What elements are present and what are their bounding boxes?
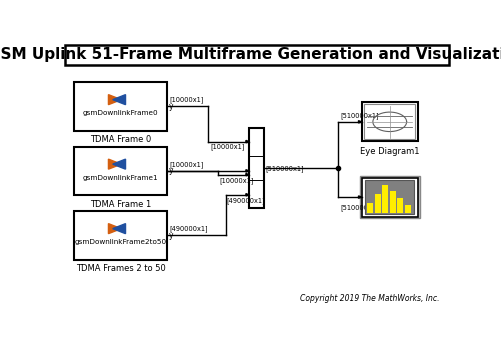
- Polygon shape: [113, 224, 126, 234]
- Polygon shape: [108, 159, 121, 169]
- Text: TDMA Frame 0: TDMA Frame 0: [90, 135, 151, 144]
- Text: [490000x1]: [490000x1]: [169, 225, 208, 232]
- Polygon shape: [113, 95, 126, 105]
- Bar: [249, 128, 264, 208]
- Bar: [74, 211, 167, 260]
- Text: y: y: [169, 102, 173, 111]
- Bar: [397, 198, 403, 213]
- Text: TDMA Frame 1: TDMA Frame 1: [90, 200, 151, 209]
- Text: [10000x1]: [10000x1]: [169, 161, 204, 168]
- Text: GSM Uplink 51-Frame Multiframe Generation and Visualization: GSM Uplink 51-Frame Multiframe Generatio…: [0, 47, 501, 62]
- Text: TDMA Frames 2 to 50: TDMA Frames 2 to 50: [76, 265, 166, 273]
- Text: [10000x1]: [10000x1]: [219, 177, 254, 184]
- Bar: [362, 178, 418, 216]
- Polygon shape: [113, 159, 126, 169]
- Text: Copyright 2019 The MathWorks, Inc.: Copyright 2019 The MathWorks, Inc.: [300, 294, 439, 303]
- Bar: [74, 147, 167, 195]
- Bar: [74, 82, 167, 131]
- Bar: [366, 180, 414, 214]
- Polygon shape: [246, 194, 249, 196]
- Bar: [367, 203, 373, 213]
- Bar: [364, 104, 415, 140]
- Text: [10000x1]: [10000x1]: [169, 96, 204, 103]
- Bar: [360, 176, 420, 218]
- Polygon shape: [108, 224, 121, 234]
- Text: [510000x1]: [510000x1]: [266, 165, 304, 172]
- Bar: [382, 185, 388, 213]
- Polygon shape: [246, 140, 249, 143]
- Text: gsmDownlinkFrame2to50: gsmDownlinkFrame2to50: [75, 239, 167, 245]
- Bar: [362, 102, 418, 141]
- Text: y: y: [169, 231, 173, 240]
- Text: [510000x1]: [510000x1]: [340, 204, 379, 210]
- Polygon shape: [246, 170, 249, 172]
- Text: y: y: [169, 166, 173, 175]
- Bar: [405, 205, 411, 213]
- Polygon shape: [359, 121, 362, 123]
- Bar: [65, 45, 449, 65]
- Text: [490000x1]: [490000x1]: [227, 197, 266, 204]
- Text: [510000x1]: [510000x1]: [340, 112, 379, 119]
- Bar: [375, 194, 381, 213]
- Text: gsmDownlinkFrame0: gsmDownlinkFrame0: [83, 110, 159, 116]
- Polygon shape: [246, 173, 249, 176]
- Text: gsmDownlinkFrame1: gsmDownlinkFrame1: [83, 174, 159, 180]
- Polygon shape: [359, 196, 362, 198]
- Text: Eye Diagram1: Eye Diagram1: [360, 147, 419, 156]
- Text: [10000x1]: [10000x1]: [210, 144, 244, 150]
- Bar: [390, 191, 396, 213]
- Polygon shape: [108, 95, 121, 105]
